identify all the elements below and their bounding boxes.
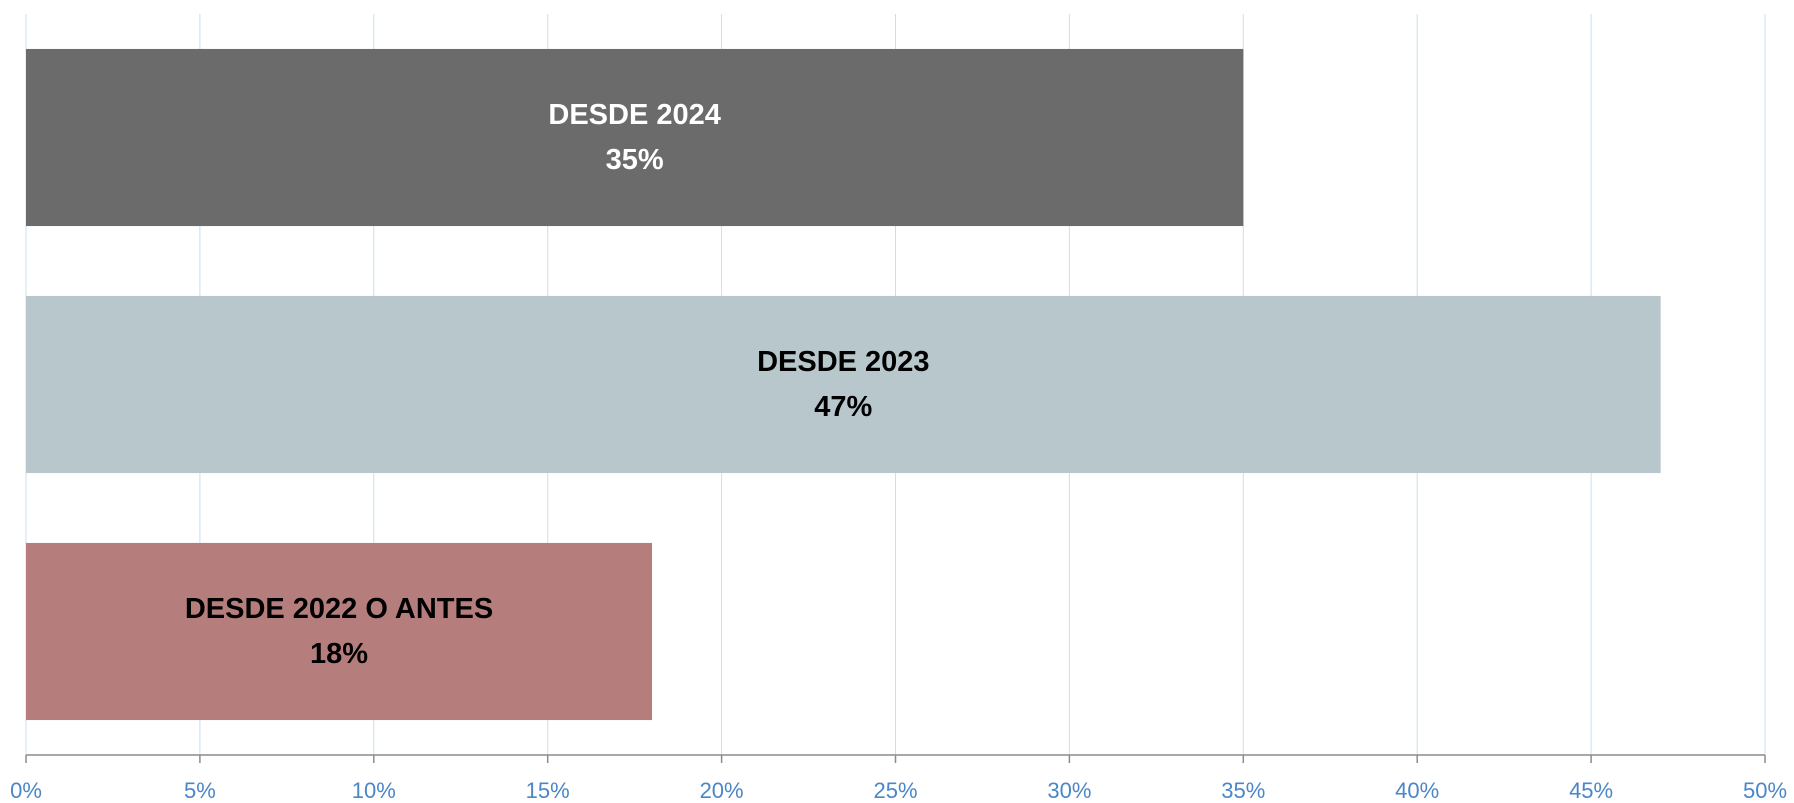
bar (26, 542, 653, 721)
x-tick-label: 50% (1743, 778, 1787, 803)
x-tick-label: 20% (700, 778, 744, 803)
x-tick-label: 25% (873, 778, 917, 803)
x-tick-label: 5% (184, 778, 216, 803)
category-label: DESDE 2024 (548, 99, 721, 131)
x-tick-label: 45% (1569, 778, 1613, 803)
x-tick-label: 35% (1221, 778, 1265, 803)
x-tick-label: 15% (526, 778, 570, 803)
data-label: 35% (606, 144, 664, 176)
data-label: 18% (310, 638, 368, 670)
category-label: DESDE 2022 O ANTES (185, 593, 493, 625)
x-tick-label: 30% (1047, 778, 1091, 803)
x-tick-label: 40% (1395, 778, 1439, 803)
bar (26, 295, 1661, 474)
bar (26, 48, 1244, 227)
category-label: DESDE 2023 (757, 346, 930, 378)
data-label: 47% (814, 391, 872, 423)
x-tick-label: 0% (10, 778, 42, 803)
x-tick-label: 10% (352, 778, 396, 803)
